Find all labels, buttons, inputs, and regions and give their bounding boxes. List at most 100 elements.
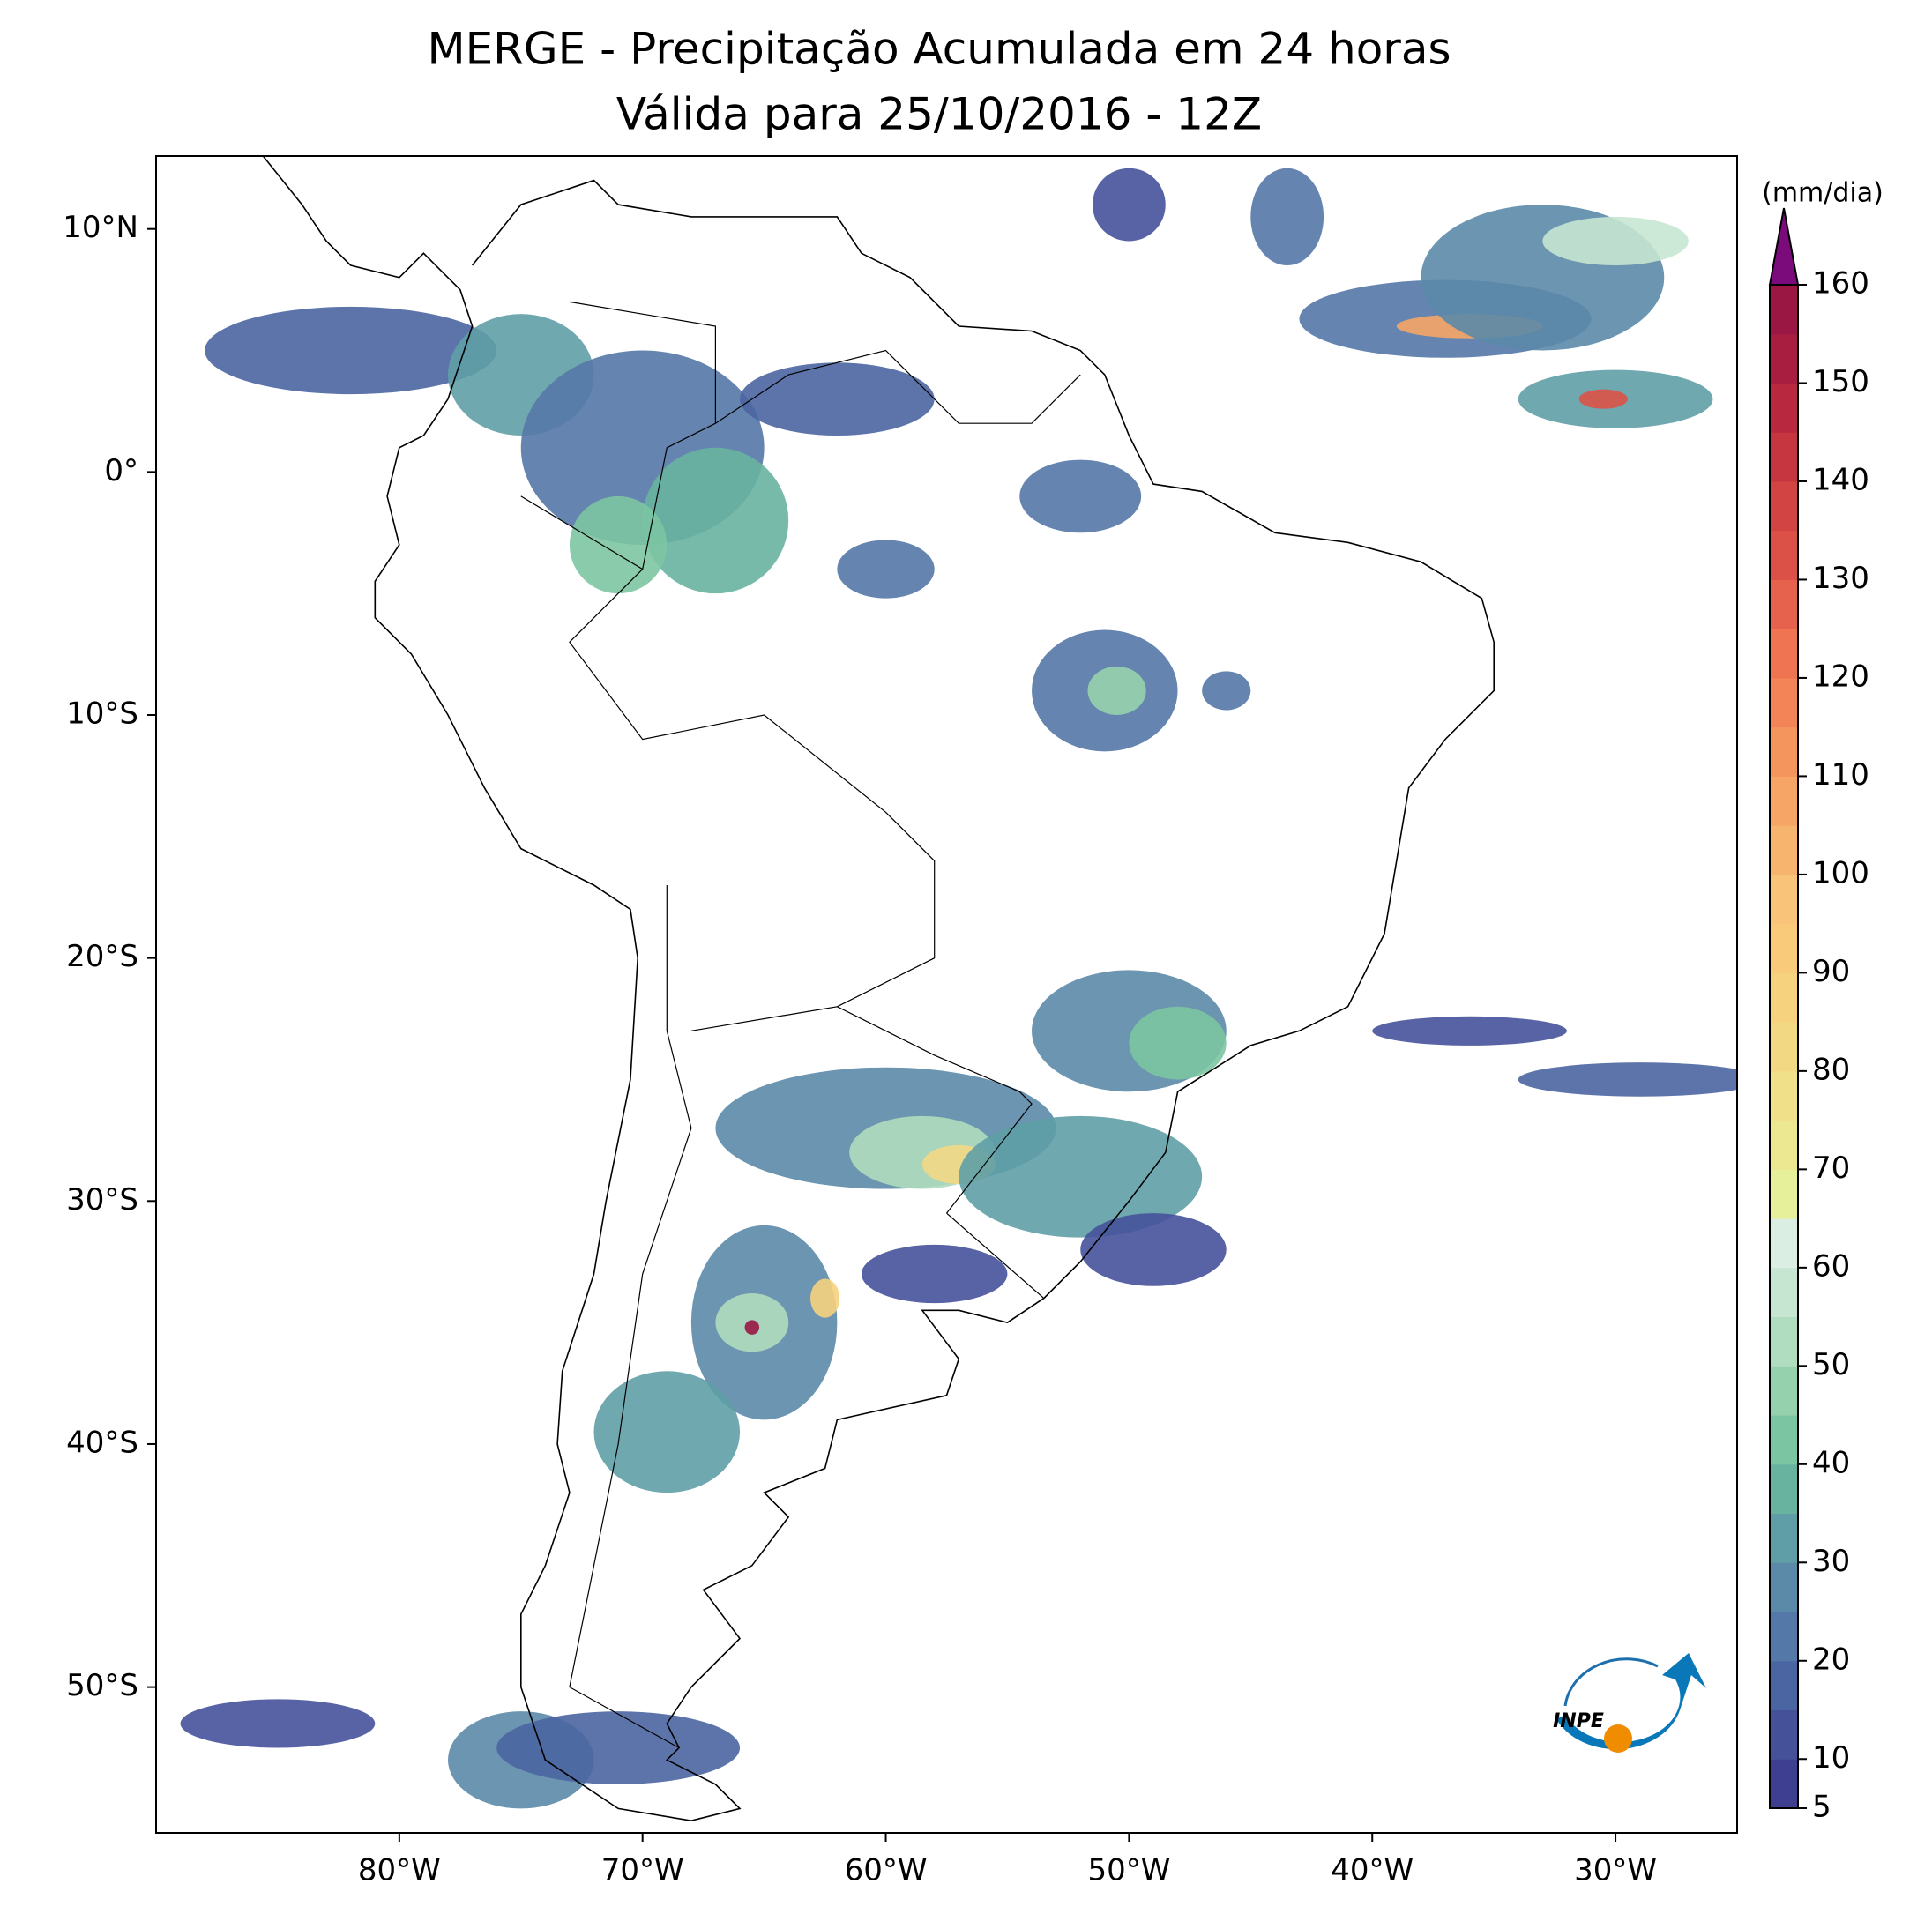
precipitation-area <box>1372 1016 1567 1046</box>
map-title: MERGE - Precipitação Acumulada em 24 hor… <box>427 24 1451 75</box>
colorbar-tick-label: 160 <box>1812 266 1869 302</box>
y-tick-label: 0° <box>104 453 138 488</box>
precipitation-area <box>1202 671 1251 711</box>
colorbar-band <box>1770 1612 1798 1662</box>
precipitation-area <box>205 306 497 395</box>
colorbar-band <box>1770 1169 1798 1219</box>
y-tick-label: 10°N <box>63 210 138 245</box>
colorbar-tick-label: 110 <box>1812 757 1869 793</box>
colorbar-band <box>1770 1120 1798 1170</box>
colorbar-tick-label: 130 <box>1812 561 1869 596</box>
precipitation-area <box>1093 168 1166 242</box>
colorbar-tick-label: 5 <box>1812 1790 1831 1825</box>
inpe-logo: INPE <box>1553 1653 1706 1753</box>
colorbar-label: (mm/dia) <box>1762 178 1884 209</box>
country-border <box>520 495 644 570</box>
colorbar-band <box>1770 825 1798 875</box>
colorbar-band <box>1770 285 1798 335</box>
x-tick-label: 70°W <box>601 1853 684 1888</box>
colorbar-tick-label: 30 <box>1812 1544 1850 1579</box>
x-tick-label: 40°W <box>1331 1853 1414 1888</box>
precipitation-area <box>1080 1213 1227 1286</box>
colorbar-band <box>1770 1218 1798 1269</box>
y-tick-label: 50°S <box>66 1668 138 1703</box>
colorbar-band <box>1770 1022 1798 1072</box>
colorbar-tick-label: 70 <box>1812 1151 1850 1186</box>
precipitation-area <box>1578 389 1628 409</box>
colorbar-band <box>1770 1463 1798 1515</box>
colorbar-band <box>1770 972 1798 1023</box>
precipitation-area <box>837 540 935 599</box>
colorbar-tick-label: 150 <box>1812 364 1869 399</box>
x-tick-label: 80°W <box>358 1853 441 1888</box>
y-tick-label: 20°S <box>66 939 138 974</box>
colorbar-band <box>1770 480 1798 532</box>
country-border <box>569 349 1081 1031</box>
precipitation-area <box>180 1699 376 1748</box>
country-border <box>569 301 716 424</box>
colorbar-band <box>1770 1759 1798 1809</box>
precipitation-area <box>593 1371 741 1493</box>
x-tick-label: 60°W <box>845 1853 928 1888</box>
colorbar-tick-label: 80 <box>1812 1052 1850 1087</box>
colorbar-band <box>1770 1562 1798 1612</box>
logo-text: INPE <box>1553 1710 1604 1732</box>
country-border <box>837 1006 1033 1214</box>
colorbar-band <box>1770 1267 1798 1318</box>
x-tick-label: 50°W <box>1087 1853 1170 1888</box>
colorbar-tick-label: 100 <box>1812 855 1869 890</box>
colorbar-tick-label: 140 <box>1812 462 1869 497</box>
precipitation-area <box>642 447 789 594</box>
colorbar-band <box>1770 726 1798 777</box>
colorbar-band <box>1770 776 1798 826</box>
colorbar-frame <box>1769 284 1799 1809</box>
precipitation-area <box>959 1115 1203 1238</box>
colorbar-tick-label: 120 <box>1812 659 1869 694</box>
colorbar-band <box>1770 1709 1798 1760</box>
colorbar-band <box>1770 1415 1798 1465</box>
colorbar-band <box>1770 874 1798 925</box>
colorbar-band <box>1770 1513 1798 1563</box>
country-border <box>569 885 692 1749</box>
y-tick-label: 30°S <box>66 1182 138 1218</box>
colorbar-band <box>1770 530 1798 580</box>
precipitation-area <box>1250 168 1324 266</box>
map-area <box>180 156 1737 1822</box>
precipitation-area <box>744 1320 760 1335</box>
colorbar-band <box>1770 677 1798 728</box>
colorbar-tick-label: 50 <box>1812 1347 1850 1382</box>
colorbar-band <box>1770 1366 1798 1416</box>
colorbar-band <box>1770 333 1798 384</box>
colorbar-extend <box>1768 207 1800 286</box>
colorbar-band <box>1770 1660 1798 1711</box>
precipitation-area <box>810 1278 840 1318</box>
colorbar-band <box>1770 383 1798 433</box>
colorbar-band <box>1770 579 1798 629</box>
precipitation-area <box>740 362 935 436</box>
map-frame <box>155 155 1738 1834</box>
x-tick-label: 30°W <box>1574 1853 1657 1888</box>
colorbar-tick-label: 20 <box>1812 1642 1850 1677</box>
precipitation-area <box>1518 1062 1737 1097</box>
precipitation-area <box>861 1244 1008 1304</box>
map-subtitle: Válida para 25/10/2016 - 12Z <box>616 89 1262 140</box>
precipitation-area <box>1019 459 1142 533</box>
precipitation-area <box>1542 216 1689 266</box>
y-tick-label: 40°S <box>66 1425 138 1460</box>
colorbar-tick-label: 90 <box>1812 954 1850 989</box>
precipitation-area <box>1087 666 1146 715</box>
y-tick-label: 10°S <box>66 696 138 732</box>
colorbar-band <box>1770 1316 1798 1367</box>
precipitation-area <box>569 495 668 594</box>
colorbar-tick-label: 60 <box>1812 1248 1850 1284</box>
colorbar-band <box>1770 432 1798 482</box>
precipitation-area <box>1129 1006 1227 1080</box>
colorbar-band <box>1770 629 1798 679</box>
colorbar-band <box>1770 1070 1798 1121</box>
colorbar-tick-label: 40 <box>1812 1445 1850 1480</box>
colorbar-band <box>1770 923 1798 973</box>
colorbar-tick-label: 10 <box>1812 1740 1850 1776</box>
country-border <box>946 1212 1045 1300</box>
coastline <box>262 156 1495 1822</box>
